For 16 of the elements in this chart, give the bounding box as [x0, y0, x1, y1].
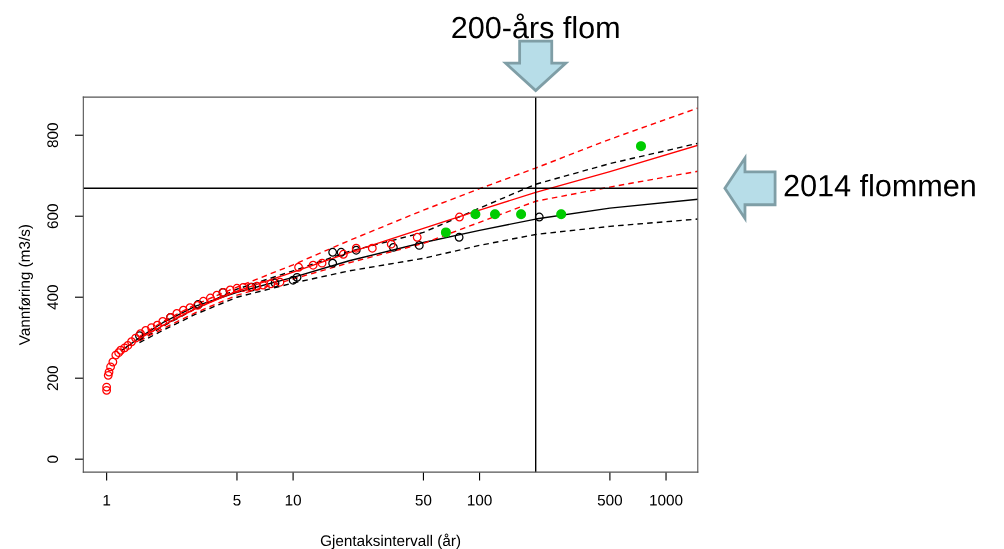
x-tick-label: 1 [103, 494, 111, 506]
x-tick-label: 1000 [650, 494, 683, 506]
y-tick-label: 200 [47, 366, 59, 391]
ref-line-label: 2014 flommen [784, 174, 975, 197]
y-axis-title: Vannføring (m3/s) [18, 225, 33, 346]
x-tick-label: 10 [285, 494, 301, 506]
ref-line-label: 200-års flom [452, 13, 619, 39]
y-tick-label: 0 [47, 455, 59, 463]
x-tick-label: 50 [415, 494, 432, 506]
x-tick-label: 5 [233, 494, 241, 506]
y-tick-label: 600 [47, 204, 59, 229]
y-tick-label: 800 [47, 123, 59, 148]
y-tick-label: 400 [47, 285, 59, 310]
x-axis-title: Gjentaksintervall (år) [320, 533, 461, 549]
x-tick-label: 100 [467, 494, 492, 506]
x-tick-label: 500 [597, 494, 623, 506]
